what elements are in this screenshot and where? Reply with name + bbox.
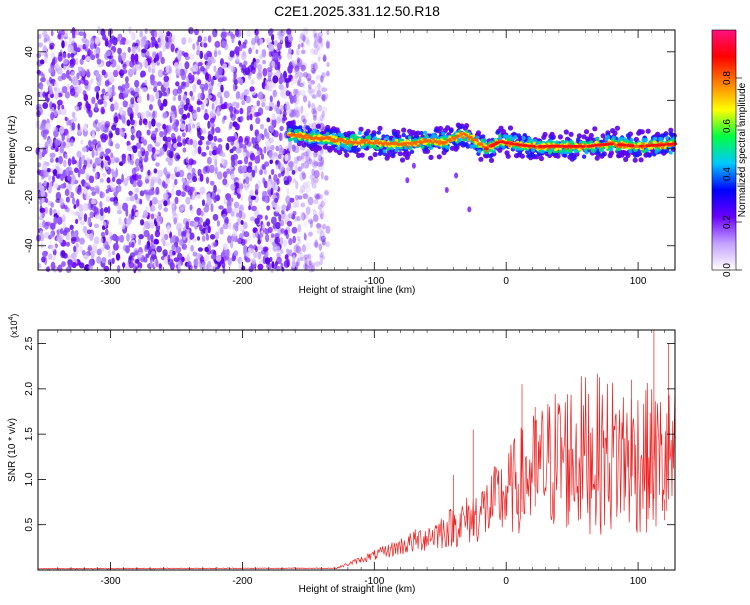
y-tick-label: 2.5 <box>24 336 35 350</box>
snr-series-line <box>37 330 676 570</box>
spectrogram-y-label: Frequency (Hz) <box>7 116 18 185</box>
spectrogram-noise-field <box>35 26 331 274</box>
y-tick-label: 1.5 <box>24 427 35 441</box>
snr-y-label: SNR (10 * v/v) <box>7 418 18 482</box>
y-tick-label: -40 <box>24 238 35 253</box>
x-tick-label: 100 <box>630 276 647 287</box>
y-tick-label: -20 <box>24 190 35 205</box>
y-tick-label: 0.5 <box>24 517 35 531</box>
y-tick-label: 40 <box>24 46 35 58</box>
x-tick-label: 0 <box>503 576 509 587</box>
snr-x-label: Height of straight line (km) <box>299 584 416 595</box>
colorbar-frame <box>711 29 737 271</box>
y-tick-label: 1.0 <box>24 472 35 486</box>
colorbar-tick-label: 0.2 <box>722 215 733 229</box>
x-tick-label: -100 <box>364 576 384 587</box>
y-tick-label: 0 <box>24 146 35 152</box>
x-tick-label: 100 <box>630 576 647 587</box>
y-tick-label: 20 <box>24 94 35 106</box>
figure-title: C2E1.2025.331.12.50.R18 <box>274 3 440 19</box>
snr-panel: -300 -200 -100 0 100 0.5 1.0 1.5 2.0 2.5 Height o… <box>7 314 676 595</box>
colorbar-tick-label: 0.0 <box>722 263 733 277</box>
snr-y-multiplier: (x104) <box>8 314 19 338</box>
spectrogram-ridge <box>286 120 678 213</box>
snr-y-multiplier-exp: 4 <box>8 316 15 320</box>
x-tick-label: -200 <box>232 576 252 587</box>
spectrogram-x-label: Height of straight line (km) <box>299 285 416 296</box>
spectrogram-frame <box>37 29 676 271</box>
y-tick-label: 2.0 <box>24 381 35 395</box>
x-tick-label: -300 <box>101 276 121 287</box>
colorbar-gradient <box>712 30 736 270</box>
colorbar-ticks: 0.0 0.2 0.4 0.6 0.8 <box>722 71 742 277</box>
colorbar: 0.0 0.2 0.4 0.6 0.8 Normalized spectral ampl… <box>711 29 748 277</box>
snr-axes: -300 -200 -100 0 100 0.5 1.0 1.5 2.0 2.5 <box>24 330 675 587</box>
colorbar-tick-label: 0.8 <box>722 71 733 85</box>
x-tick-label: 0 <box>503 276 509 287</box>
x-tick-label: -200 <box>232 276 252 287</box>
x-tick-label: -300 <box>101 576 121 587</box>
colorbar-tick-label: 0.6 <box>722 119 733 133</box>
snr-background <box>38 330 675 570</box>
colorbar-label: Normalized spectral amplitude <box>737 82 748 217</box>
snr-frame <box>37 329 676 571</box>
snr-y-multiplier-base: (x10 <box>9 320 19 338</box>
x-tick-label: -100 <box>364 276 384 287</box>
colorbar-tick-label: 0.4 <box>722 167 733 181</box>
snr-y-multiplier-close: ) <box>9 314 19 317</box>
